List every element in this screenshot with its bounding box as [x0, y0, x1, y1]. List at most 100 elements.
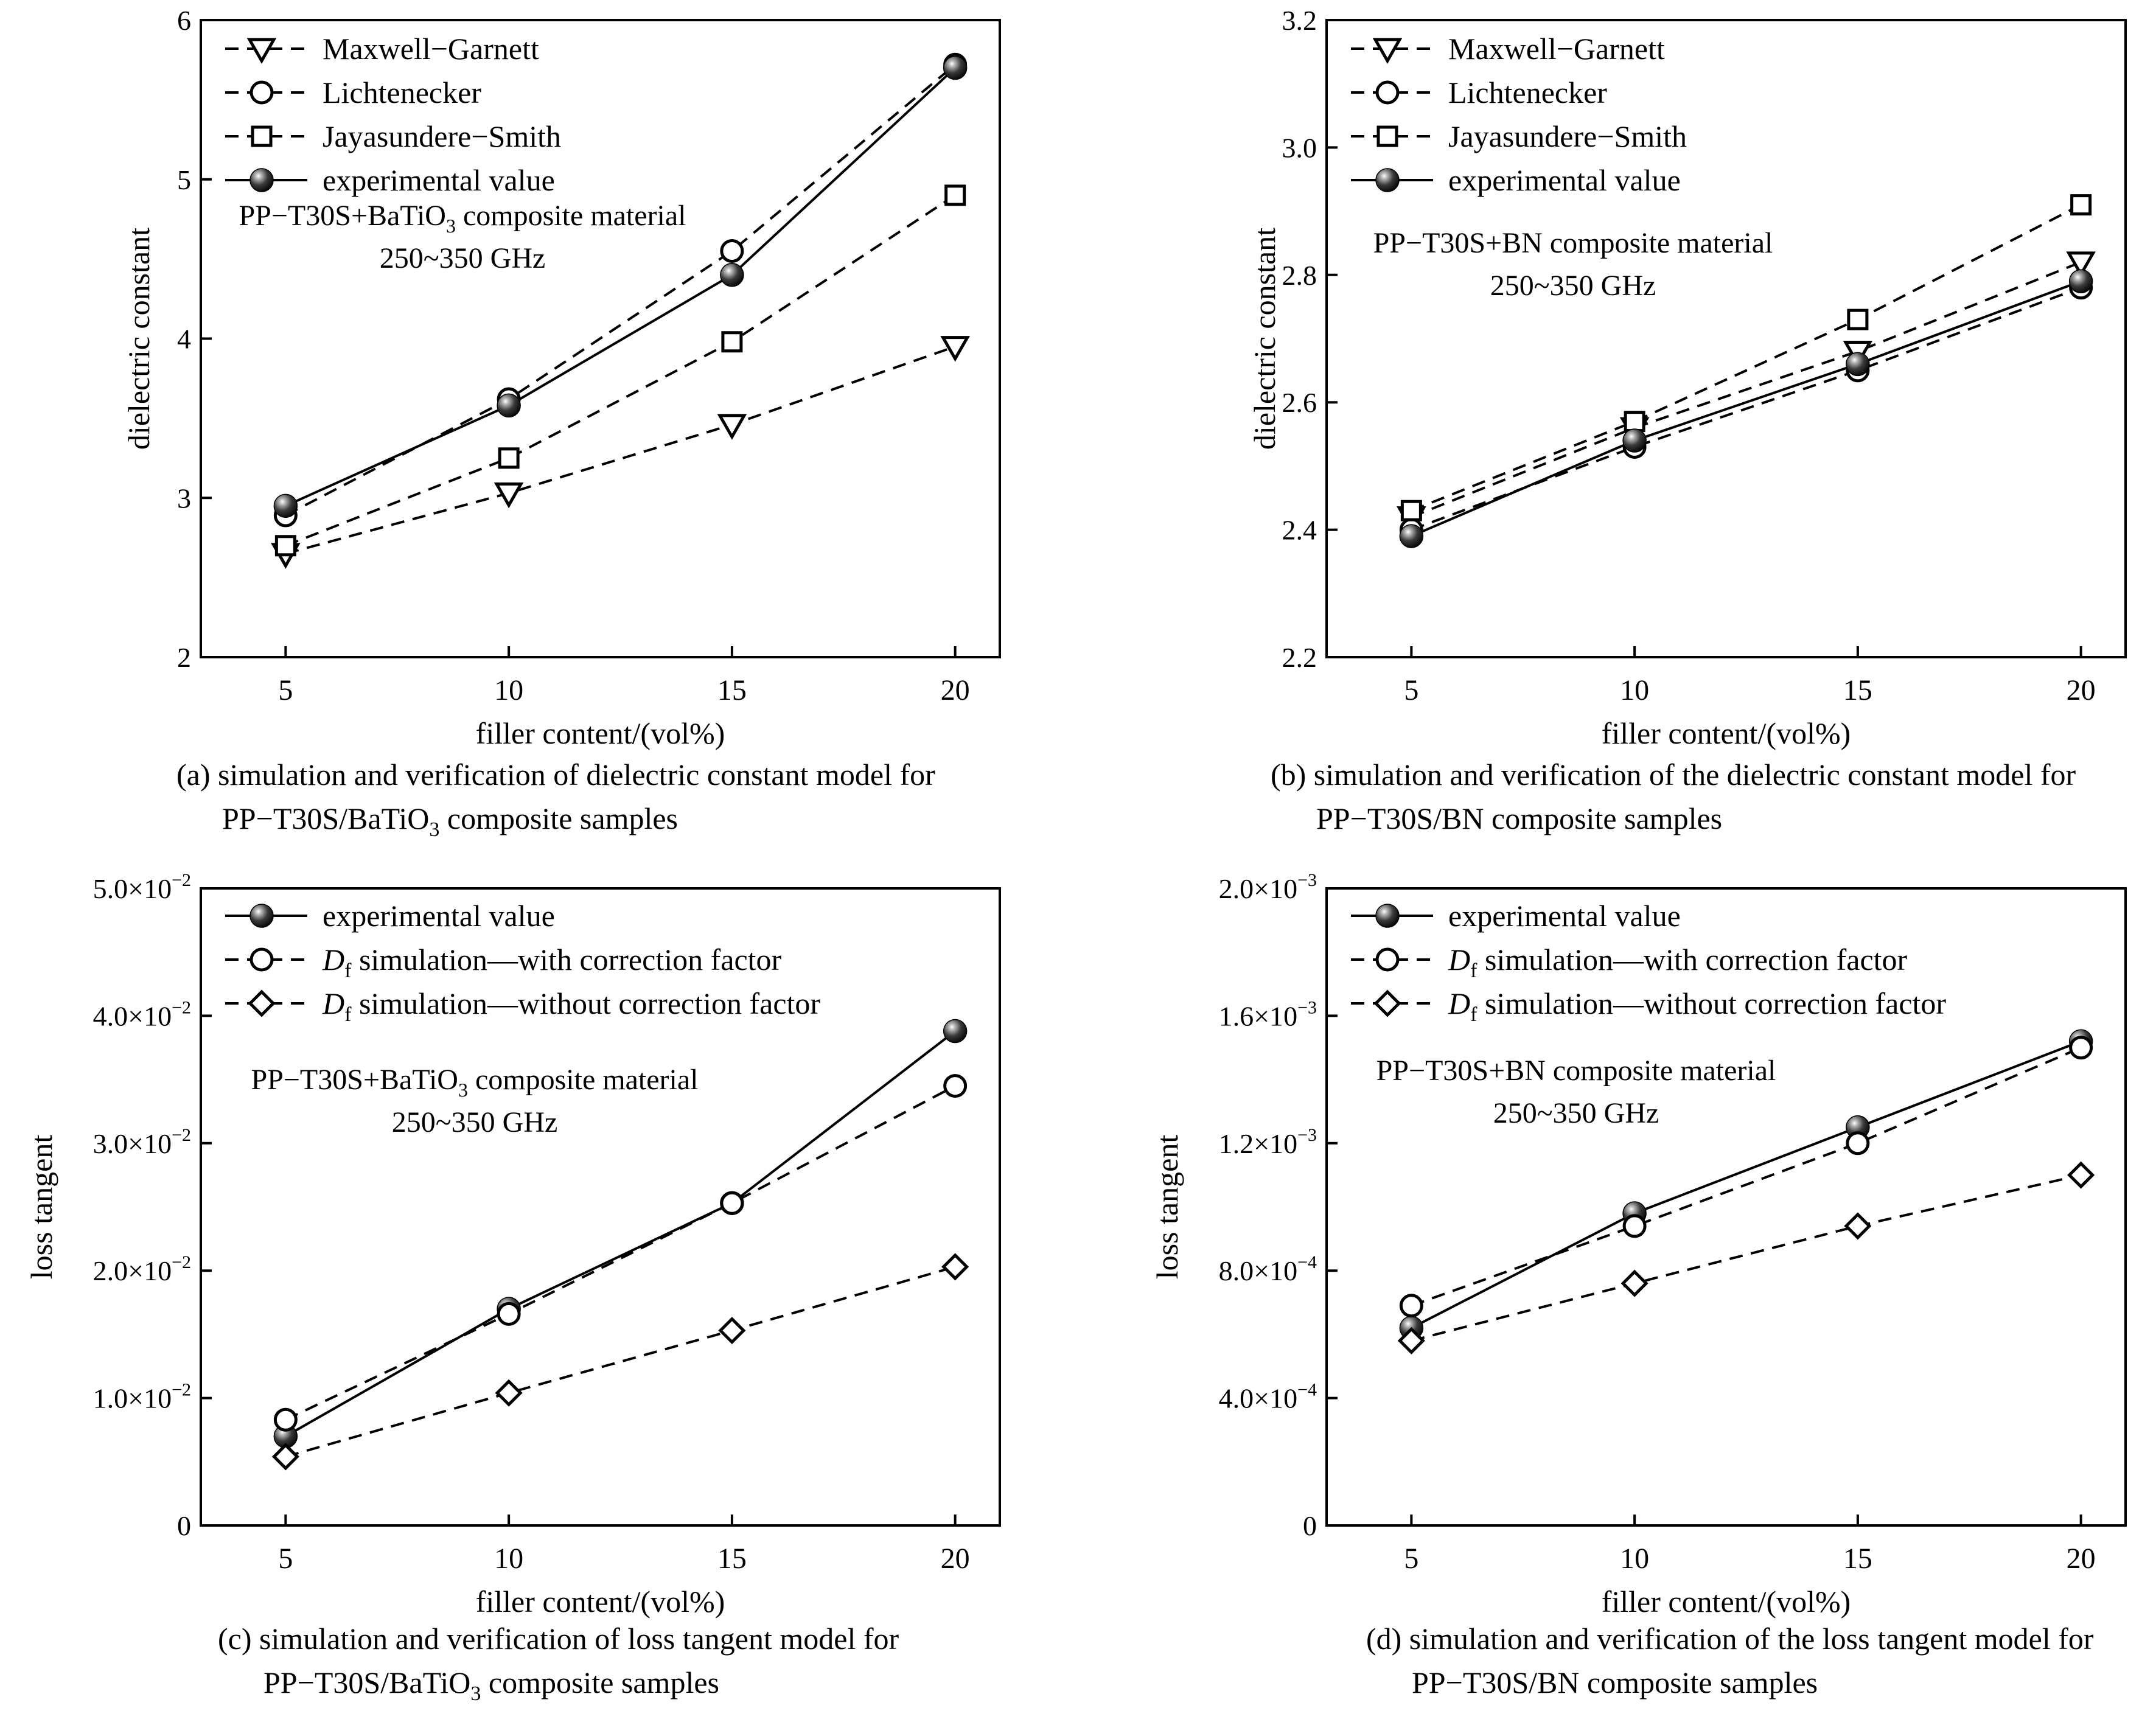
y-tick-label: 4.0×10−4 — [1219, 1380, 1317, 1414]
data-point — [941, 1253, 969, 1281]
data-point — [1846, 352, 1870, 377]
y-axis-label: dielectric constant — [122, 228, 156, 450]
annotation-material: PP−T30S+BN composite material — [1376, 1054, 1776, 1087]
data-point — [1400, 500, 1422, 521]
chart-panel-c: 5 10 15 20 0 1.0×10−2 2.0×10−2 3.0×10−2 4.0×10−2… — [24, 870, 1001, 1705]
y-tick-label: 0 — [177, 1510, 191, 1541]
chart-panel-a: 5 10 15 20 2 3 4 5 6 filler content/(vol%) dielect… — [122, 5, 1001, 841]
annotation-material: PP−T30S+BN composite material — [1373, 227, 1773, 259]
annotation-frequency: 250~350 GHz — [1490, 270, 1656, 302]
data-point — [944, 184, 966, 206]
y-tick-label: 3.0 — [1282, 132, 1317, 163]
legend-marker — [1373, 989, 1401, 1017]
series-line-1 — [285, 63, 956, 517]
series-line-2 — [1411, 1174, 2082, 1342]
chart-panel-b: 5 10 15 20 2.2 2.4 2.6 2.8 3.0 3.2 filler content/… — [1247, 5, 2127, 835]
x-tick-label: 20 — [2067, 1542, 2096, 1575]
y-tick-label: 3.2 — [1282, 5, 1317, 36]
y-tick-label: 3.0×10−2 — [93, 1125, 191, 1159]
legend-marker — [1375, 947, 1400, 972]
y-tick-label: 4.0×10−2 — [93, 997, 191, 1031]
caption-line-1: (b) simulation and verification of the d… — [1271, 758, 2076, 792]
legend-label: experimental value — [1448, 899, 1681, 933]
data-point — [273, 1407, 298, 1432]
y-tick-label: 5.0×10−2 — [93, 870, 191, 904]
series-line-0 — [1411, 1040, 2082, 1330]
plot-frame — [1325, 19, 2127, 658]
data-point — [718, 1317, 746, 1345]
data-point — [1399, 1294, 1423, 1318]
data-point — [1624, 411, 1645, 433]
data-point — [1844, 1212, 1872, 1240]
y-axis-label: dielectric constant — [1247, 228, 1282, 450]
data-point — [271, 1443, 299, 1471]
y-tick-label: 2.0×10−2 — [93, 1252, 191, 1286]
annotation-frequency: 250~350 GHz — [380, 242, 546, 274]
x-tick-label: 5 — [1404, 674, 1418, 706]
legend-label: Lichtenecker — [323, 75, 481, 110]
chart-panel-d: 5 10 15 20 0 4.0×10−4 8.0×10−4 1.2×10−3 1.6×10−3… — [1150, 870, 2127, 1699]
legend-marker — [1372, 38, 1403, 64]
data-point — [2070, 194, 2092, 216]
y-tick-label: 4 — [177, 324, 191, 355]
y-tick-label: 2 — [177, 642, 191, 673]
caption-line-1: (a) simulation and verification of diele… — [176, 758, 935, 792]
plot-frame — [1325, 887, 2127, 1527]
legend-label: Jayasundere−Smith — [1448, 119, 1687, 153]
data-point — [720, 263, 744, 287]
caption-line-2: PP−T30S/BN composite samples — [1412, 1665, 1818, 1699]
data-point — [940, 336, 970, 362]
legend-label: Df simulation—with correction factor — [1448, 943, 1908, 982]
legend-label: Maxwell−Garnett — [1448, 32, 1665, 66]
series-line-3 — [285, 67, 957, 507]
data-point — [1399, 524, 1424, 548]
series-line-3 — [1411, 280, 2082, 537]
x-tick-label: 10 — [494, 1542, 523, 1575]
data-point — [943, 1074, 968, 1098]
caption-line-2: PP−T30S/BaTiO3 composite samples — [263, 1665, 719, 1705]
legend-marker — [249, 947, 274, 972]
data-point — [717, 414, 747, 440]
x-tick-label: 5 — [1404, 1542, 1418, 1575]
annotation-frequency: 250~350 GHz — [1493, 1097, 1659, 1129]
caption-line-1: (d) simulation and verification of the l… — [1366, 1622, 2094, 1656]
legend-marker — [248, 989, 276, 1017]
data-point — [2069, 1036, 2093, 1060]
series-line-2 — [1411, 203, 2082, 512]
legend-label: Lichtenecker — [1448, 75, 1607, 110]
data-point — [494, 482, 524, 509]
y-tick-label: 2.2 — [1282, 642, 1317, 673]
x-tick-label: 20 — [2067, 674, 2096, 706]
series-line-1 — [285, 1084, 956, 1421]
x-tick-label: 10 — [1620, 1542, 1649, 1575]
data-point — [497, 1302, 521, 1326]
series-line-1 — [1411, 1046, 2082, 1307]
legend-label: experimental value — [323, 899, 555, 933]
series-line-2 — [285, 194, 956, 547]
x-tick-label: 20 — [941, 674, 970, 706]
data-point — [274, 535, 296, 557]
data-point — [720, 239, 744, 263]
annotation-material: PP−T30S+BaTiO3 composite material — [251, 1064, 698, 1101]
data-point — [273, 493, 298, 518]
x-tick-label: 15 — [1843, 674, 1872, 706]
legend-marker — [246, 38, 277, 64]
annotation-material: PP−T30S+BaTiO3 composite material — [239, 200, 686, 237]
x-tick-label: 15 — [717, 674, 747, 706]
caption-line-2: PP−T30S/BN composite samples — [1316, 801, 1722, 835]
caption-line-2: PP−T30S/BaTiO3 composite samples — [222, 801, 678, 841]
y-tick-label: 3 — [177, 483, 191, 514]
y-tick-label: 1.6×10−3 — [1219, 997, 1317, 1031]
legend-label: Maxwell−Garnett — [323, 32, 539, 66]
data-point — [2068, 269, 2093, 294]
x-tick-label: 15 — [717, 1542, 747, 1575]
series-line-0 — [1411, 261, 2082, 518]
legend-marker — [249, 904, 274, 928]
data-point — [495, 1379, 523, 1407]
data-point — [1397, 1326, 1425, 1354]
legend-marker — [251, 125, 273, 147]
plot-frame — [200, 887, 1001, 1527]
data-point — [1622, 428, 1647, 453]
y-tick-label: 0 — [1303, 1510, 1317, 1541]
